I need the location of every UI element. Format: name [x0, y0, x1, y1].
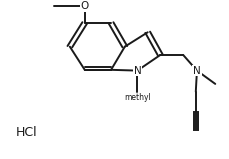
Text: N: N: [134, 66, 141, 76]
Text: methyl: methyl: [124, 93, 151, 102]
Text: HCl: HCl: [16, 126, 38, 139]
Text: N: N: [193, 66, 201, 76]
Text: O: O: [81, 1, 89, 11]
